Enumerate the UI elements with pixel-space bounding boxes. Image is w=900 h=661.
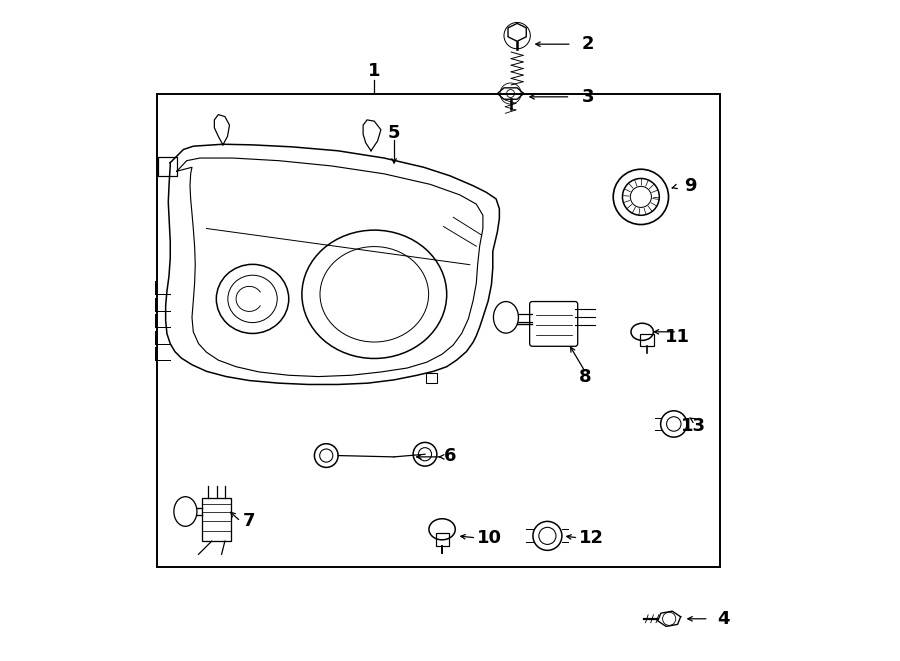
Text: 6: 6 <box>444 447 456 465</box>
Bar <box>158 94 720 567</box>
Bar <box>202 498 231 541</box>
Text: 7: 7 <box>243 512 256 530</box>
Text: 2: 2 <box>582 35 595 53</box>
Bar <box>158 157 177 176</box>
Text: 9: 9 <box>684 176 697 195</box>
Text: 11: 11 <box>664 328 689 346</box>
Text: 8: 8 <box>579 368 591 385</box>
Bar <box>436 533 449 547</box>
Text: 3: 3 <box>582 88 595 106</box>
Bar <box>426 373 437 383</box>
Text: 13: 13 <box>681 417 706 435</box>
Text: 12: 12 <box>579 529 604 547</box>
Text: 4: 4 <box>717 610 729 628</box>
Bar <box>640 334 654 346</box>
Text: 10: 10 <box>477 529 502 547</box>
Text: 1: 1 <box>368 61 381 79</box>
Text: 5: 5 <box>388 124 400 142</box>
